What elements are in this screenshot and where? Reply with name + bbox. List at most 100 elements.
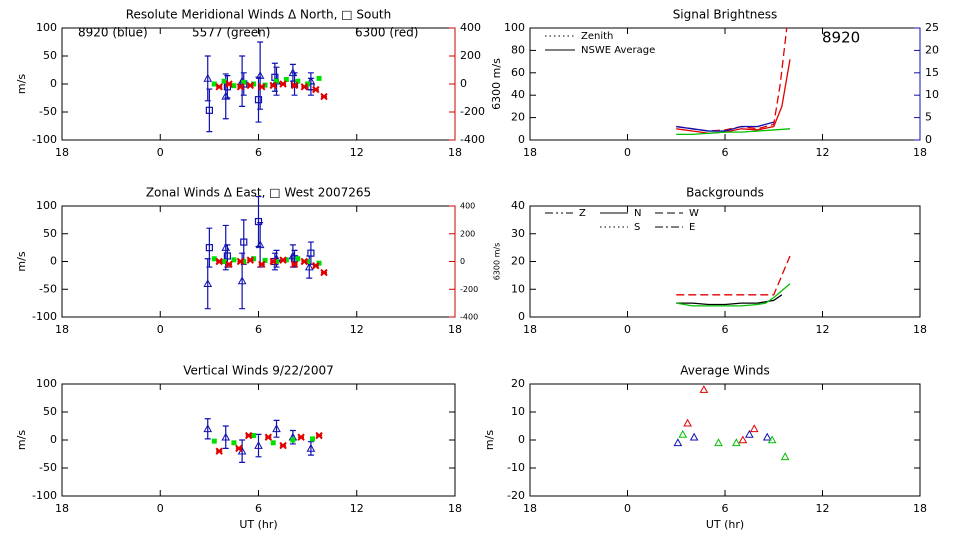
marker	[221, 432, 231, 441]
marker	[254, 96, 263, 104]
marker	[251, 256, 257, 262]
plot-frame	[529, 383, 921, 497]
marker	[272, 424, 281, 433]
marker	[240, 238, 248, 246]
marker	[732, 438, 741, 447]
legend-label: NSWE Average	[581, 45, 655, 56]
data-line	[676, 255, 791, 296]
marker	[312, 261, 320, 270]
x-tick-label: 6	[722, 323, 729, 336]
y-tick-label: 10	[511, 405, 525, 418]
y-tick-label: 40	[511, 88, 525, 101]
y-tick-label: -50	[39, 105, 57, 118]
marker	[236, 257, 245, 266]
marker	[205, 244, 213, 252]
y-axis-label: m/s	[483, 430, 496, 450]
x-tick-label: 12	[350, 502, 364, 515]
chart-title: Backgrounds	[686, 186, 764, 200]
marker	[246, 256, 255, 264]
y-tick-label: 10	[511, 282, 525, 295]
y-tick-label: -20	[507, 489, 525, 502]
chart-title: Signal Brightness	[673, 8, 778, 22]
marker	[235, 444, 243, 453]
marker	[738, 435, 748, 444]
x-tick-label: 18	[913, 502, 927, 515]
x-tick-label: 12	[350, 146, 364, 159]
y-tick-label: 0	[50, 433, 57, 446]
marker	[251, 81, 257, 87]
error-bar	[222, 425, 229, 449]
error-bar	[255, 433, 262, 458]
marker	[269, 257, 277, 266]
data-line	[676, 59, 791, 134]
y2-tick-label: -400	[460, 313, 478, 322]
x-tick-label: 0	[624, 323, 631, 336]
y2-axis-label: 6300 m/s	[490, 58, 503, 110]
marker	[780, 452, 790, 461]
marker	[203, 73, 213, 82]
y-tick-label: -50	[39, 461, 57, 474]
marker	[221, 259, 227, 264]
marker	[304, 262, 314, 271]
marker	[290, 80, 299, 88]
y-tick-label: 20	[511, 377, 525, 390]
x-tick-label: 18	[913, 323, 927, 336]
y2-tick-label: -200	[460, 105, 485, 118]
y2-tick-label: 25	[925, 21, 939, 34]
marker	[225, 260, 233, 268]
marker	[241, 79, 247, 85]
chart-title: Resolute Meridional Winds Δ North, □ Sou…	[126, 8, 392, 22]
y-tick-label: 50	[43, 227, 57, 240]
error-bar	[240, 219, 247, 265]
marker	[673, 438, 683, 447]
y-tick-label: 0	[50, 255, 57, 268]
y-tick-label: 80	[511, 43, 525, 56]
chart-title: Vertical Winds 9/22/2007	[183, 364, 334, 378]
marker	[283, 257, 289, 263]
y-tick-label: -10	[507, 461, 525, 474]
error-bar	[273, 419, 280, 438]
y-axis-label: m/s	[15, 430, 28, 450]
y-tick-label: 20	[511, 111, 525, 124]
y-tick-label: 0	[518, 310, 525, 323]
error-bar	[206, 227, 213, 268]
y-tick-label: 40	[511, 199, 525, 212]
x-tick-label: 0	[157, 502, 164, 515]
x-tick-label: 18	[523, 146, 537, 159]
marker	[211, 438, 217, 444]
marker	[767, 435, 777, 444]
marker	[203, 424, 213, 433]
y-tick-label: 0	[50, 77, 57, 90]
x-tick-label: 18	[55, 502, 69, 515]
marker	[274, 259, 280, 264]
y2-tick-label: 10	[925, 88, 939, 101]
annotation: 8920	[822, 29, 860, 47]
x-tick-label: 0	[157, 146, 164, 159]
marker	[262, 82, 268, 88]
y-tick-label: 100	[36, 199, 57, 212]
x-tick-label: 18	[448, 146, 462, 159]
data-line	[676, 128, 791, 136]
legend-label: Z	[579, 208, 586, 219]
y-tick-label: 0	[518, 133, 525, 146]
error-bar	[255, 195, 262, 248]
x-tick-label: 18	[448, 502, 462, 515]
marker	[307, 249, 315, 257]
x-tick-label: 12	[350, 323, 364, 336]
x-axis-label: UT (hr)	[239, 518, 277, 531]
y-tick-label: -50	[39, 282, 57, 295]
y2-axis-label: 6300 m/s	[493, 243, 502, 281]
x-tick-label: 18	[913, 146, 927, 159]
marker	[203, 279, 213, 287]
y2-tick-label: 0	[925, 133, 932, 146]
x-tick-label: 18	[448, 323, 462, 336]
y2-tick-label: 20	[925, 43, 939, 56]
x-tick-label: 18	[523, 502, 537, 515]
y2-tick-label: -400	[460, 133, 485, 146]
marker	[762, 432, 772, 441]
y-tick-label: -100	[32, 133, 57, 146]
x-tick-label: 12	[816, 502, 830, 515]
marker	[215, 83, 223, 91]
marker	[300, 257, 309, 266]
